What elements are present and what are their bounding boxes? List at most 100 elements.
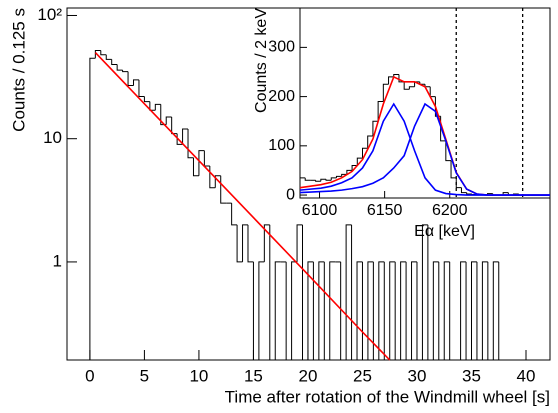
y-axis-label: Counts / 2 keV xyxy=(253,8,270,113)
x-tick-label: 10 xyxy=(189,366,208,385)
x-tick-label: 6100 xyxy=(302,202,338,219)
plot-frame xyxy=(299,7,551,199)
histogram-bin xyxy=(143,96,150,103)
histogram-bin xyxy=(411,261,417,360)
histogram-bin xyxy=(263,224,270,262)
x-tick-label: 25 xyxy=(353,366,372,385)
histogram-bin xyxy=(285,261,292,361)
x-axis-label: Time after rotation of the Windmill whee… xyxy=(225,387,550,406)
histogram-bin xyxy=(502,192,509,196)
histogram-bin xyxy=(307,261,314,360)
x-tick-label: 40 xyxy=(517,366,536,385)
histogram-bin xyxy=(382,83,389,102)
histogram-bin xyxy=(274,261,281,360)
histogram-bin xyxy=(341,173,347,177)
histogram-bin xyxy=(487,261,494,361)
histogram-bin xyxy=(403,81,410,90)
histogram-bin xyxy=(492,261,499,360)
histogram-bin xyxy=(356,157,363,166)
histogram-bin xyxy=(154,103,161,111)
histogram-bin xyxy=(388,76,394,85)
histogram-bin xyxy=(421,224,428,360)
histogram-bin xyxy=(269,224,276,361)
histogram-bin xyxy=(443,261,450,360)
histogram-bin xyxy=(377,101,384,122)
histogram-bin xyxy=(89,57,96,360)
histogram-bin xyxy=(449,261,456,361)
y-tick-label: 1 xyxy=(53,251,62,270)
histogram-bin xyxy=(165,116,172,125)
histogram-bin xyxy=(236,224,243,263)
histogram-bin xyxy=(296,224,303,262)
y-axis-label: Counts / 0.125 s xyxy=(9,8,28,132)
histogram-bin xyxy=(247,224,254,263)
histogram-bin xyxy=(450,160,457,179)
y-tick-label: 10 xyxy=(43,128,62,147)
histogram-bin xyxy=(312,261,319,361)
histogram-bin xyxy=(427,224,434,361)
histogram-bin xyxy=(198,150,205,176)
histogram-bin xyxy=(182,128,189,145)
x-tick-label: 35 xyxy=(462,366,481,385)
histogram-bin xyxy=(405,261,412,361)
histogram-bin xyxy=(346,169,353,175)
fit-curve xyxy=(299,102,550,196)
histogram-bin xyxy=(138,79,145,98)
x-tick-label: 15 xyxy=(244,366,263,385)
histogram-bin xyxy=(325,179,332,181)
histogram-bin xyxy=(105,54,112,60)
histogram-bin xyxy=(389,261,396,360)
histogram-bin xyxy=(192,157,199,177)
histogram-bin xyxy=(351,224,358,361)
histogram-bin xyxy=(383,261,390,361)
histogram-bin xyxy=(187,128,194,159)
histogram-bin xyxy=(498,261,505,361)
histogram-bin xyxy=(304,177,311,181)
histogram-bin xyxy=(367,261,374,360)
histogram-bin xyxy=(299,177,306,198)
histogram-bin xyxy=(94,49,101,59)
y-tick-label: 100 xyxy=(268,137,295,154)
histogram-bin xyxy=(432,261,439,360)
fit-curve xyxy=(94,52,391,361)
histogram-bin xyxy=(252,261,259,361)
histogram-bin xyxy=(315,180,321,182)
histogram-bin xyxy=(242,224,248,262)
x-tick-label: 20 xyxy=(298,366,317,385)
histogram-bin xyxy=(362,147,368,159)
histogram-bin xyxy=(122,70,129,73)
y-tick-label: 0 xyxy=(286,186,295,203)
histogram-bin xyxy=(116,64,123,71)
histogram-bin xyxy=(214,175,221,188)
histogram-bin xyxy=(209,166,216,189)
histogram-bin xyxy=(476,261,483,361)
y-tick-label: 10² xyxy=(37,5,62,24)
histogram-bin xyxy=(361,261,368,361)
x-tick-label: 30 xyxy=(408,366,427,385)
x-axis-label: Eα [keV] xyxy=(414,223,475,240)
histogram-bin xyxy=(329,261,336,360)
histogram-bin xyxy=(455,177,462,189)
histogram-bin xyxy=(445,140,452,162)
histogram-bin xyxy=(372,120,379,136)
histogram-bin xyxy=(400,261,407,360)
histogram-bin xyxy=(465,261,472,361)
histogram-bin xyxy=(318,261,325,360)
histogram-bin xyxy=(335,175,342,178)
histogram-bin xyxy=(323,261,330,361)
histogram-bin xyxy=(416,261,423,361)
histogram-bin xyxy=(258,261,265,360)
inset-plot: 6100 6150 6200 0 100 200 300 Eα [keV] Counts / 2… xyxy=(253,7,551,240)
histogram-bin xyxy=(466,192,472,195)
x-tick-label: 6200 xyxy=(432,202,468,219)
x-tick-label: 6150 xyxy=(367,202,403,219)
y-tick-label: 300 xyxy=(268,39,295,56)
histogram-bin xyxy=(330,177,337,181)
histogram-bin xyxy=(481,261,488,360)
y-tick-label: 200 xyxy=(268,88,295,105)
histogram-bin xyxy=(367,135,373,149)
histogram-bin xyxy=(351,165,358,171)
histogram-bin xyxy=(394,261,401,361)
